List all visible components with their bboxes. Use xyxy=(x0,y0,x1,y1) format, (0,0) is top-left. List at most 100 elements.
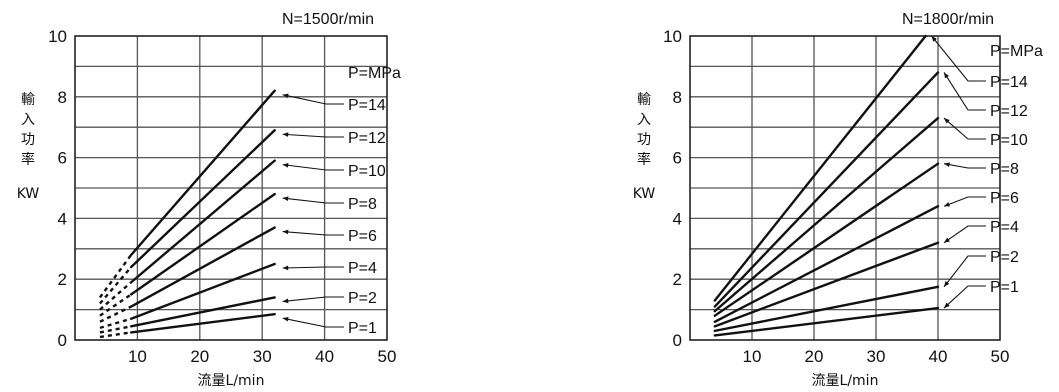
series-line xyxy=(129,262,276,320)
chart-title: N=1800r/min xyxy=(902,11,994,28)
series-line xyxy=(713,205,940,323)
series-line xyxy=(713,116,940,313)
y-axis-label-char: 入 xyxy=(637,112,651,128)
leader-arrowhead xyxy=(282,229,289,235)
label-leader xyxy=(282,197,344,204)
x-axis-label: 流量L/min xyxy=(198,373,265,389)
series-label: P=2 xyxy=(990,249,1019,266)
series-line xyxy=(129,129,276,269)
series-label: P=8 xyxy=(348,196,377,213)
pressure-unit-label: P=MPa xyxy=(990,43,1043,60)
y-axis-label-char: 功 xyxy=(637,132,651,148)
y-axis-label-char: 率 xyxy=(21,151,35,168)
series-line-dashed xyxy=(99,331,132,339)
x-tick-label: 10 xyxy=(743,347,762,366)
series-line-dashed xyxy=(99,281,132,311)
y-tick-label: 10 xyxy=(663,27,682,46)
series-line xyxy=(713,34,927,302)
x-tick-label: 20 xyxy=(805,347,824,366)
series-label: P=1 xyxy=(348,320,377,337)
label-leader xyxy=(282,94,344,105)
y-axis-label-unit: KW xyxy=(17,186,40,202)
plot-frame xyxy=(689,35,1001,341)
leader-arrowhead xyxy=(282,162,289,168)
series-label: P=4 xyxy=(990,219,1019,236)
series-label: P=14 xyxy=(990,74,1028,91)
x-tick-label: 20 xyxy=(190,347,209,366)
x-tick-label: 30 xyxy=(867,347,886,366)
series-line xyxy=(713,71,940,308)
series-label: P=12 xyxy=(990,103,1028,120)
x-tick-label: 40 xyxy=(315,347,334,366)
y-axis-label-char: 率 xyxy=(637,151,651,168)
y-tick-label: 0 xyxy=(673,331,682,350)
series-line-dashed xyxy=(99,266,133,305)
series-line-dashed xyxy=(98,254,133,299)
leader-arrowhead xyxy=(944,302,950,309)
chart-title: N=1500r/min xyxy=(282,11,374,28)
series-label: P=10 xyxy=(348,163,386,180)
series-label: P=6 xyxy=(348,228,377,245)
leader-arrowhead xyxy=(944,237,950,243)
series-line-dashed xyxy=(99,325,132,334)
leader-arrowhead xyxy=(282,316,289,322)
label-leader xyxy=(282,296,344,302)
leader-arrowhead xyxy=(282,196,289,202)
label-leader xyxy=(943,117,986,140)
y-tick-label: 8 xyxy=(58,88,67,107)
leader-arrowhead xyxy=(282,93,289,99)
series-line xyxy=(129,89,276,257)
y-tick-label: 8 xyxy=(673,88,682,107)
label-leader xyxy=(943,72,986,111)
series-line xyxy=(713,241,940,328)
label-leader xyxy=(943,225,986,244)
y-axis-label-char: 入 xyxy=(21,112,35,128)
y-axis-label-char: 輸 xyxy=(637,92,651,108)
y-tick-label: 2 xyxy=(58,270,67,289)
series-label: P=8 xyxy=(990,161,1019,178)
leader-arrowhead xyxy=(282,132,289,137)
series-line xyxy=(713,285,940,333)
y-tick-label: 0 xyxy=(58,331,67,350)
leader-arrowhead xyxy=(282,265,289,271)
label-leader xyxy=(282,317,344,328)
label-leader xyxy=(943,255,986,288)
series-label: P=2 xyxy=(348,290,377,307)
label-leader xyxy=(282,133,344,138)
leader-arrowhead xyxy=(931,36,937,42)
leader-arrowhead xyxy=(944,162,950,167)
x-tick-label: 40 xyxy=(929,347,948,366)
series-label: P=4 xyxy=(348,260,377,277)
y-axis-label-char: 功 xyxy=(21,132,35,148)
series-line-dashed xyxy=(99,293,132,317)
leader-arrowhead xyxy=(282,298,289,304)
y-axis-label-char: 輸 xyxy=(21,92,35,108)
plot-frame xyxy=(74,35,388,341)
label-leader xyxy=(943,196,986,207)
leader-arrowhead xyxy=(944,202,950,207)
y-tick-label: 2 xyxy=(673,270,682,289)
series-line-dashed xyxy=(99,317,132,329)
series-line xyxy=(129,296,276,328)
label-leader xyxy=(282,164,344,171)
x-axis-label: 流量L/min xyxy=(812,373,879,389)
leader-arrowhead xyxy=(944,72,949,79)
pressure-unit-label: P=MPa xyxy=(348,65,401,82)
series-line xyxy=(129,312,276,334)
series-label: P=6 xyxy=(990,190,1019,207)
label-leader xyxy=(943,163,986,169)
label-leader xyxy=(282,230,344,236)
y-axis-label-unit: KW xyxy=(633,186,656,202)
series-line-dashed xyxy=(99,305,132,323)
leader-arrowhead xyxy=(944,118,950,124)
label-leader xyxy=(943,285,986,309)
series-line xyxy=(713,162,940,317)
x-tick-label: 50 xyxy=(991,347,1010,366)
x-tick-label: 30 xyxy=(253,347,272,366)
series-line xyxy=(129,192,276,296)
label-leader xyxy=(931,35,986,82)
y-tick-label: 4 xyxy=(58,209,67,228)
series-label: P=10 xyxy=(990,132,1028,149)
